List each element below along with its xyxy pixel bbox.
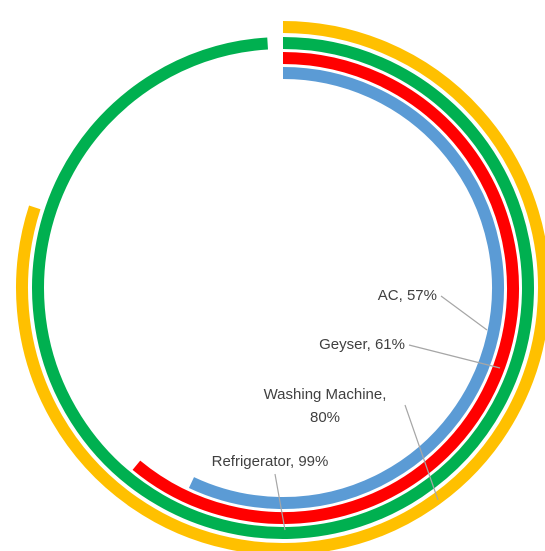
leader-line [440,295,488,331]
leader-line [408,344,501,369]
radial-bar [188,67,504,509]
leader-line [404,404,439,501]
data-label: Refrigerator, 99% [212,453,329,470]
radial-bar [16,21,545,551]
data-label: AC, 57% [378,287,437,304]
leader-line [274,473,286,531]
data-label: Washing Machine, 80% [264,386,387,426]
radial-bar [132,52,519,524]
data-label: Geyser, 61% [319,336,405,353]
radial-bar [32,37,534,539]
